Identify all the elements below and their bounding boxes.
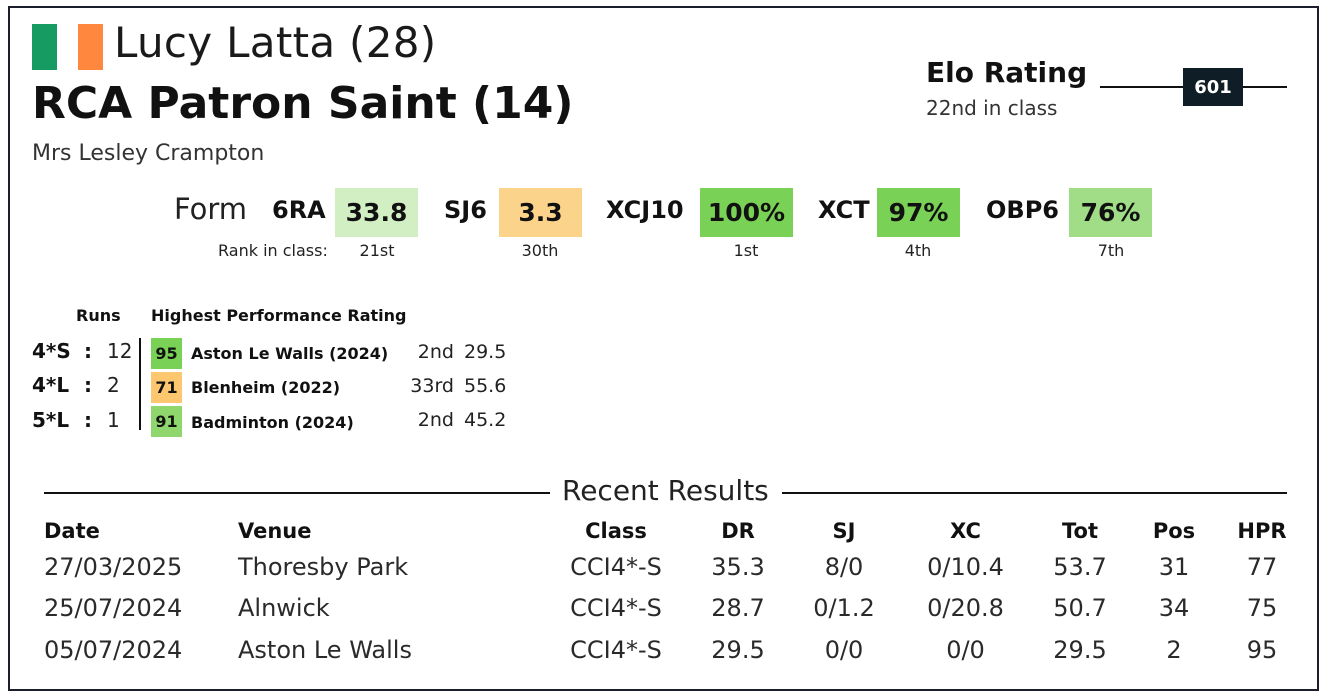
form-metric-code: XCJ10	[606, 196, 684, 224]
run-colon: :	[84, 339, 92, 363]
run-colon: :	[84, 408, 92, 432]
cell-xc: 0/20.8	[927, 594, 1004, 622]
runs-divider	[139, 338, 141, 430]
col-header-venue: Venue	[238, 519, 312, 543]
cell-hpr: 95	[1246, 636, 1278, 664]
recent-results-rule-left	[44, 492, 550, 494]
col-header-sj: SJ	[832, 519, 856, 543]
cell-xc: 0/0	[946, 636, 985, 664]
cell-date: 25/07/2024	[44, 594, 183, 622]
form-metric-rank: 21st	[359, 241, 395, 260]
cell-sj: 0/0	[824, 636, 864, 664]
cell-class: CCI4*-S	[570, 594, 662, 622]
cell-pos: 34	[1158, 594, 1190, 622]
horse-name: RCA Patron Saint (14)	[32, 78, 574, 129]
form-metric-value: 33.8	[335, 188, 418, 237]
hpr-score: 45.2	[464, 409, 507, 431]
cell-dr: 28.7	[711, 594, 765, 622]
form-label: Form	[174, 192, 248, 226]
col-header-pos: Pos	[1152, 519, 1196, 543]
hpr-place: 33rd	[410, 375, 454, 397]
col-header-date: Date	[44, 519, 100, 543]
cell-pos: 2	[1166, 636, 1182, 664]
hpr-header: Highest Performance Rating	[151, 306, 407, 325]
form-metric-rank: 7th	[1097, 241, 1125, 260]
elo-class-rank: 22nd in class	[926, 96, 1058, 120]
cell-pos: 31	[1158, 553, 1190, 581]
form-metric-value: 76%	[1069, 188, 1152, 237]
col-header-hpr: HPR	[1237, 519, 1287, 543]
hpr-place: 2nd	[417, 409, 454, 431]
runs-header: Runs	[76, 306, 121, 325]
run-count: 1	[107, 408, 120, 432]
horse-profile-card: Lucy Latta (28) RCA Patron Saint (14) Mr…	[8, 6, 1319, 691]
form-metric-code: SJ6	[444, 196, 487, 224]
cell-tot: 53.7	[1053, 553, 1107, 581]
cell-class: CCI4*-S	[570, 553, 662, 581]
run-level: 5*L	[32, 408, 70, 432]
run-level: 4*L	[32, 373, 70, 397]
flag-orange-stripe	[78, 24, 103, 70]
hpr-score: 55.6	[464, 375, 507, 397]
hpr-badge: 91	[151, 406, 182, 437]
hpr-event: Blenheim (2022)	[191, 378, 341, 397]
run-count: 12	[107, 339, 133, 363]
rider-name: Lucy Latta (28)	[114, 18, 437, 67]
col-header-xc: XC	[950, 519, 981, 543]
run-colon: :	[84, 373, 92, 397]
run-level: 4*S	[32, 339, 71, 363]
form-metric-value: 97%	[877, 188, 960, 237]
hpr-event: Aston Le Walls (2024)	[191, 344, 389, 363]
elo-title: Elo Rating	[926, 56, 1088, 89]
flag-green-stripe	[32, 24, 57, 70]
cell-date: 05/07/2024	[44, 636, 183, 664]
cell-hpr: 77	[1246, 553, 1278, 581]
form-metric-value: 3.3	[499, 188, 582, 237]
cell-class: CCI4*-S	[570, 636, 662, 664]
flag-white-stripe	[57, 24, 82, 70]
form-metric-rank: 4th	[904, 241, 932, 260]
rank-in-class-label: Rank in class:	[218, 241, 328, 260]
cell-hpr: 75	[1246, 594, 1278, 622]
cell-tot: 50.7	[1053, 594, 1107, 622]
cell-sj: 0/1.2	[813, 594, 875, 622]
hpr-score: 29.5	[464, 341, 507, 363]
form-metric-rank: 1st	[733, 241, 759, 260]
cell-venue: Aston Le Walls	[238, 636, 412, 664]
elo-value-badge: 601	[1183, 68, 1243, 106]
col-header-tot: Tot	[1061, 519, 1098, 543]
hpr-badge: 71	[151, 372, 182, 403]
form-metric-rank: 30th	[521, 241, 559, 260]
col-header-class: Class	[585, 519, 647, 543]
cell-dr: 29.5	[711, 636, 765, 664]
form-metric-code: 6RA	[272, 196, 326, 224]
recent-results-rule-right	[782, 492, 1287, 494]
cell-venue: Alnwick	[238, 594, 330, 622]
hpr-badge: 95	[151, 338, 182, 369]
hpr-place: 2nd	[417, 341, 454, 363]
hpr-event: Badminton (2024)	[191, 413, 354, 432]
cell-sj: 8/0	[824, 553, 864, 581]
run-count: 2	[107, 373, 120, 397]
owner-name: Mrs Lesley Crampton	[32, 141, 265, 166]
cell-tot: 29.5	[1053, 636, 1107, 664]
cell-venue: Thoresby Park	[238, 553, 409, 581]
col-header-dr: DR	[721, 519, 755, 543]
cell-dr: 35.3	[711, 553, 765, 581]
recent-results-title: Recent Results	[562, 474, 769, 507]
form-metric-value: 100%	[700, 188, 793, 237]
form-metric-code: XCT	[818, 196, 870, 224]
form-metric-code: OBP6	[986, 196, 1059, 224]
cell-xc: 0/10.4	[927, 553, 1004, 581]
cell-date: 27/03/2025	[44, 553, 183, 581]
